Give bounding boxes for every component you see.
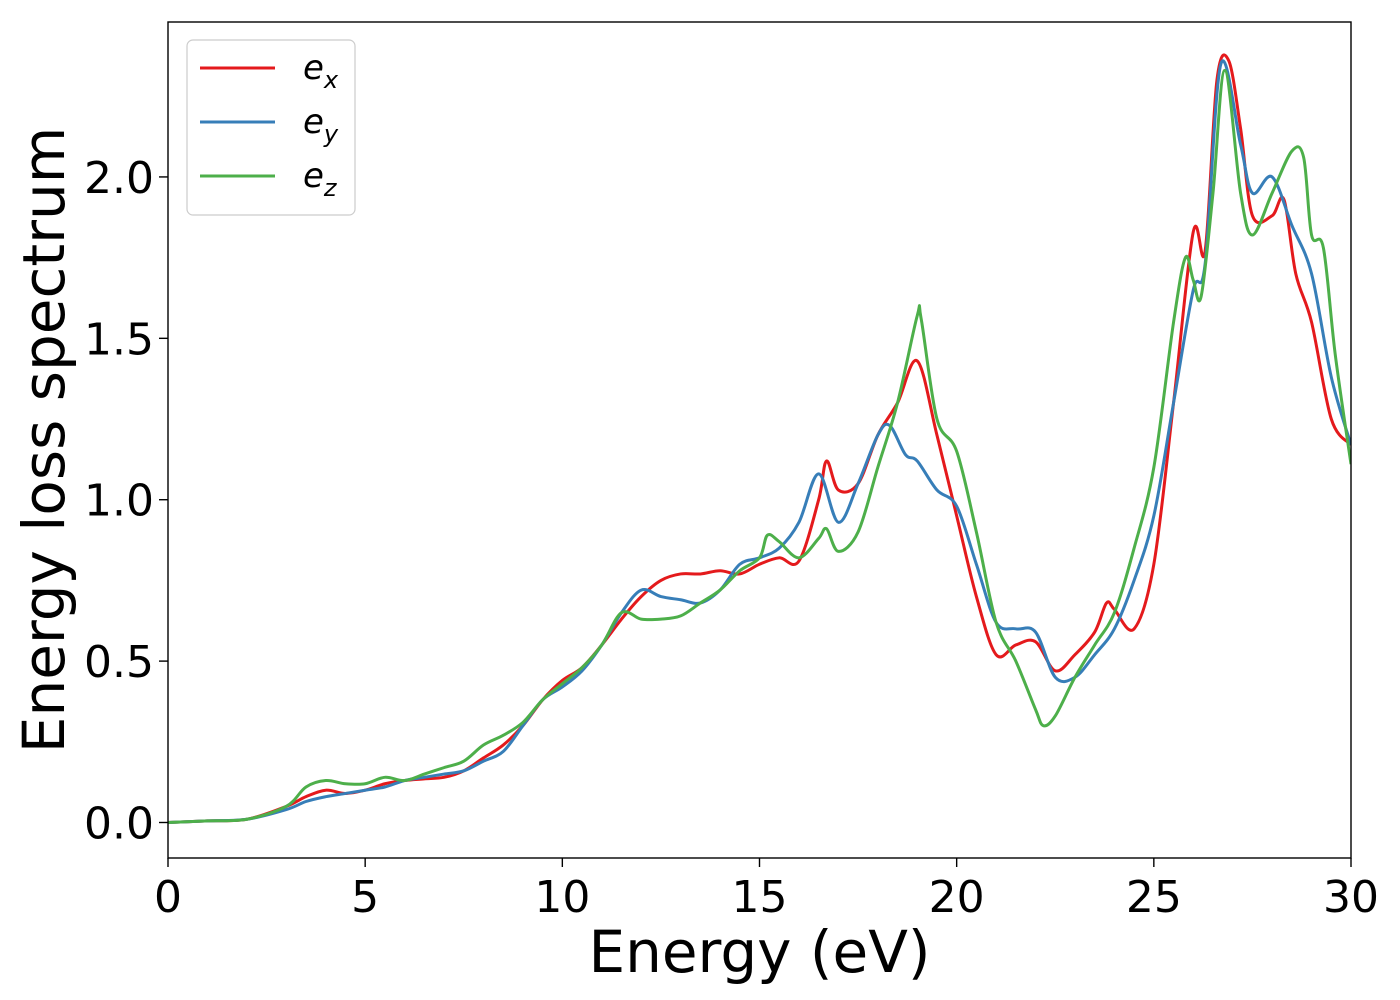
x-tick-label: 30 [1323,872,1379,923]
legend-label-z: ez [303,156,338,202]
x-axis-label: Energy (eV) [588,918,930,986]
y-axis-ticks: 0.0 0.5 1.0 1.5 2.0 [84,153,168,849]
y-tick-label: 0.0 [84,798,154,849]
x-tick-label: 20 [929,872,985,923]
x-tick-label: 0 [154,872,182,923]
x-axis-ticks: 0 5 10 15 20 25 30 [154,858,1379,923]
y-tick-label: 1.5 [84,314,154,365]
x-tick-label: 10 [534,872,590,923]
legend-label-y: ey [303,102,339,148]
y-axis-label: Energy loss spectrum [10,127,78,753]
y-tick-label: 1.0 [84,476,154,527]
series-layer [168,53,1351,824]
y-tick-label: 0.5 [84,637,154,688]
x-tick-label: 25 [1126,872,1182,923]
x-tick-label: 15 [732,872,788,923]
y-tick-label: 2.0 [84,153,154,204]
legend: ex ey ez [186,39,356,216]
legend-label-x: ex [303,48,339,94]
series-line-z [168,68,1351,824]
legend-box [186,39,356,216]
series-line-y [168,59,1351,824]
x-tick-label: 5 [351,872,379,923]
